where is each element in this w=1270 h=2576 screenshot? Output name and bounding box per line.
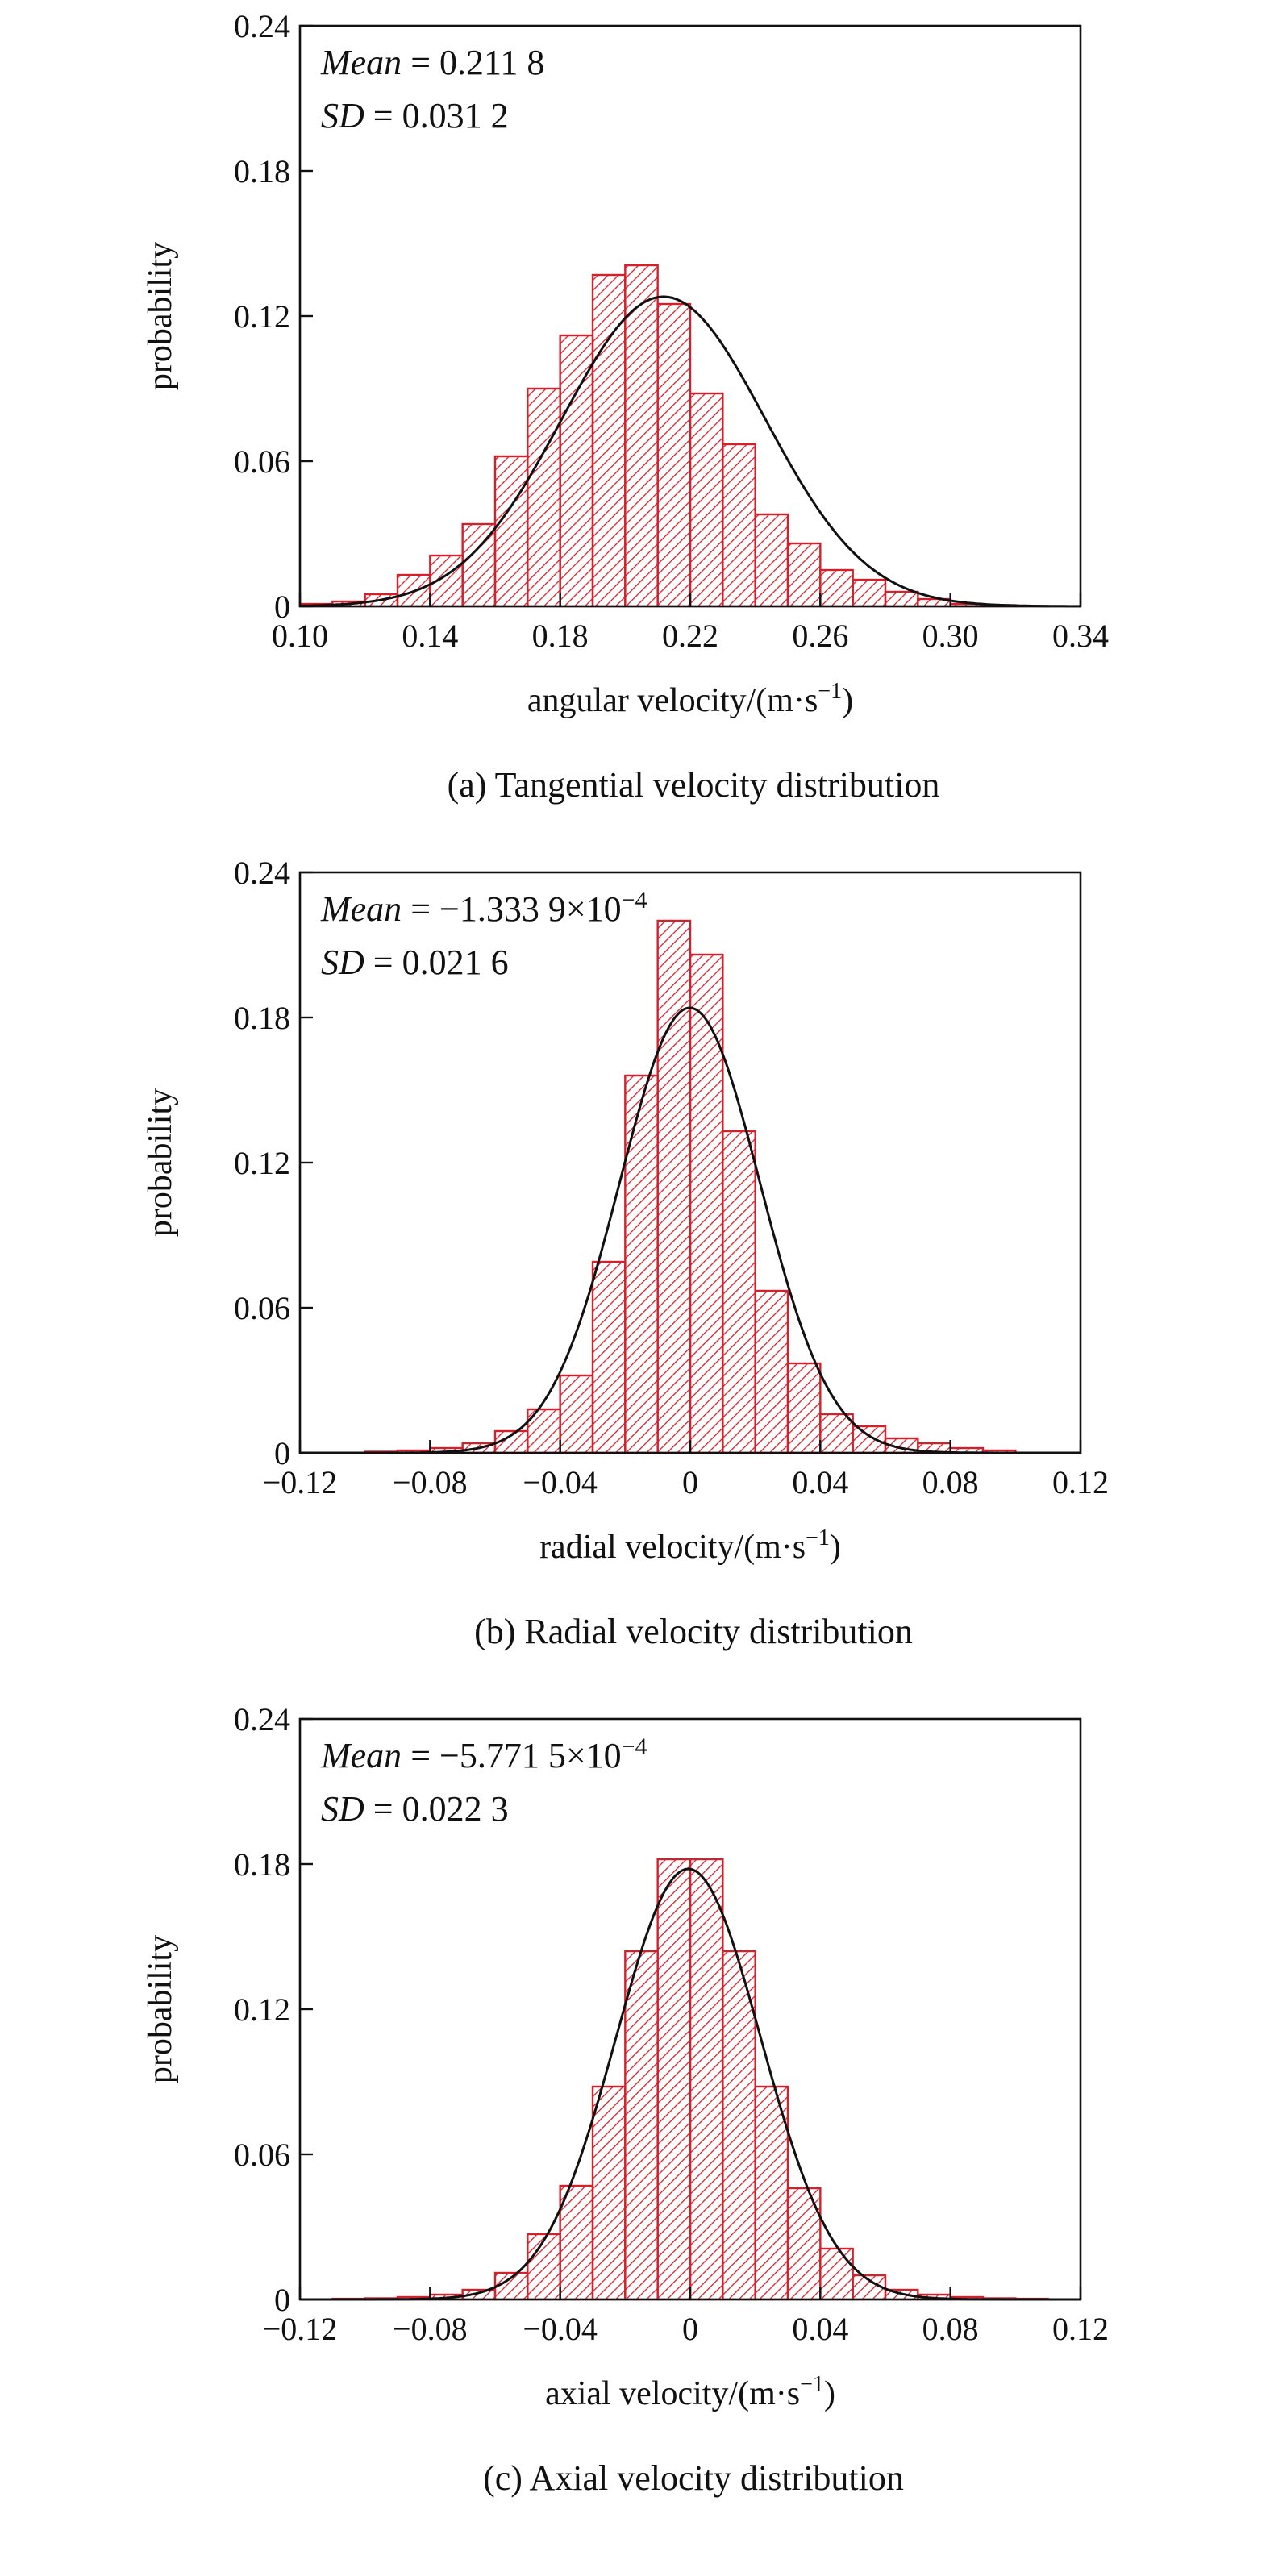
- chart-panel-c: 0 0.06 0.12 0.18 0.24 −0.12 −0.08 −0.04 0 0.04 0.0…: [142, 1701, 1109, 2498]
- y-tick-label: 0.24: [234, 1701, 290, 1737]
- histogram-bar: [527, 2233, 561, 2301]
- histogram-bar: [786, 1362, 822, 1454]
- histogram-bar: [819, 568, 854, 608]
- y-tick-label: 0: [274, 2282, 290, 2318]
- histogram-bars: [298, 264, 1049, 608]
- x-tick-label: 0.04: [792, 2311, 848, 2347]
- histogram-bar: [884, 590, 919, 608]
- x-tick-label: −0.04: [523, 1464, 598, 1500]
- histogram-bar: [591, 2085, 627, 2301]
- histogram-bar: [559, 2184, 594, 2301]
- y-tick-label: 0.24: [234, 8, 290, 44]
- sd-annotation: SD = 0.021 6: [321, 943, 509, 982]
- mean-annotation: Mean = 0.211 8: [320, 43, 544, 82]
- histogram-bar: [689, 953, 724, 1454]
- y-tick-label: 0.24: [234, 855, 290, 891]
- x-tick-label: −0.12: [263, 1464, 338, 1500]
- histogram-bar: [656, 1858, 692, 2301]
- histogram-bar: [689, 1858, 724, 2301]
- y-tick-label: 0.06: [234, 1290, 290, 1326]
- x-tick-label: −0.08: [393, 2311, 468, 2347]
- x-tick-label: 0.04: [792, 1464, 848, 1500]
- y-tick-label: 0: [274, 589, 290, 625]
- histogram-bar: [591, 273, 627, 608]
- x-tick-label: −0.12: [263, 2311, 338, 2347]
- x-tick-label: 0.10: [272, 618, 328, 654]
- x-tick-label: −0.04: [523, 2311, 598, 2347]
- sd-annotation: SD = 0.031 2: [321, 96, 509, 135]
- histogram-bar: [624, 1074, 659, 1454]
- x-tick-label: 0.18: [532, 618, 589, 654]
- y-tick-label: 0.06: [234, 443, 290, 480]
- histogram-bar: [559, 1374, 594, 1454]
- histogram-bar: [493, 455, 529, 608]
- y-tick-label: 0.06: [234, 2137, 290, 2173]
- histogram-bar: [624, 264, 659, 608]
- y-axis-label: probability: [142, 242, 179, 390]
- x-tick-label: 0.22: [662, 618, 718, 654]
- x-axis-label: axial velocity/(m·s−1): [545, 2372, 835, 2412]
- histogram-bars: [331, 1858, 1049, 2301]
- panel-caption: (c) Axial velocity distribution: [483, 2458, 904, 2498]
- y-tick-label: 0.18: [234, 153, 290, 189]
- histogram-bar: [786, 542, 822, 608]
- mean-annotation: Mean = −1.333 9×10−4: [320, 887, 647, 929]
- histogram-bar: [819, 1413, 854, 1454]
- x-tick-label: 0.34: [1052, 618, 1109, 654]
- x-tick-label: 0.26: [792, 618, 848, 654]
- histogram-bar: [656, 302, 692, 608]
- histogram-bar: [722, 1130, 756, 1454]
- histogram-bar: [624, 1950, 659, 2301]
- histogram-bar: [754, 513, 789, 608]
- y-tick-label: 0.18: [234, 1000, 290, 1036]
- x-tick-label: −0.08: [393, 1464, 468, 1500]
- y-tick-label: 0: [274, 1435, 290, 1471]
- x-axis-label: angular velocity/(m·s−1): [527, 679, 853, 719]
- x-tick-label: 0.08: [922, 2311, 979, 2347]
- panel-caption: (b) Radial velocity distribution: [474, 1612, 913, 1651]
- x-tick-label: 0.30: [922, 618, 979, 654]
- histogram-bar: [689, 392, 724, 608]
- histogram-bar: [591, 1260, 627, 1454]
- chart-panel-a: 0 0.06 0.12 0.18 0.24 0.10 0.14 0.18 0.22 0.26 0.3…: [142, 8, 1109, 805]
- x-tick-label: 0.12: [1052, 2311, 1109, 2347]
- histogram-bar: [527, 387, 561, 608]
- histogram-bar: [852, 578, 887, 608]
- y-tick-label: 0.12: [234, 1991, 290, 2028]
- histogram-bar: [722, 443, 756, 608]
- panel-caption: (a) Tangential velocity distribution: [448, 765, 940, 805]
- x-tick-label: 0.14: [402, 618, 458, 654]
- histogram-bar: [754, 1289, 789, 1454]
- y-tick-label: 0.12: [234, 298, 290, 335]
- histogram-bar: [559, 334, 594, 608]
- x-tick-label: 0: [682, 2311, 698, 2347]
- y-tick-label: 0.12: [234, 1145, 290, 1181]
- histogram-bars: [364, 919, 1017, 1454]
- y-axis-label: probability: [142, 1935, 179, 2083]
- histogram-bar: [852, 1425, 887, 1454]
- histogram-bar: [461, 522, 497, 608]
- sd-annotation: SD = 0.022 3: [321, 1789, 509, 1829]
- histogram-bar: [656, 919, 692, 1454]
- histogram-bar: [754, 2085, 789, 2301]
- x-tick-label: 0.12: [1052, 1464, 1109, 1500]
- x-tick-label: 0.08: [922, 1464, 979, 1500]
- mean-annotation: Mean = −5.771 5×10−4: [320, 1733, 647, 1775]
- x-axis-label: radial velocity/(m·s−1): [539, 1525, 841, 1566]
- x-tick-label: 0: [682, 1464, 698, 1500]
- y-tick-label: 0.18: [234, 1846, 290, 1883]
- histogram-bar: [819, 2247, 854, 2301]
- chart-panel-b: 0 0.06 0.12 0.18 0.24 −0.12 −0.08 −0.04 0 0.04 0.0…: [142, 855, 1109, 1651]
- y-axis-label: probability: [142, 1088, 179, 1237]
